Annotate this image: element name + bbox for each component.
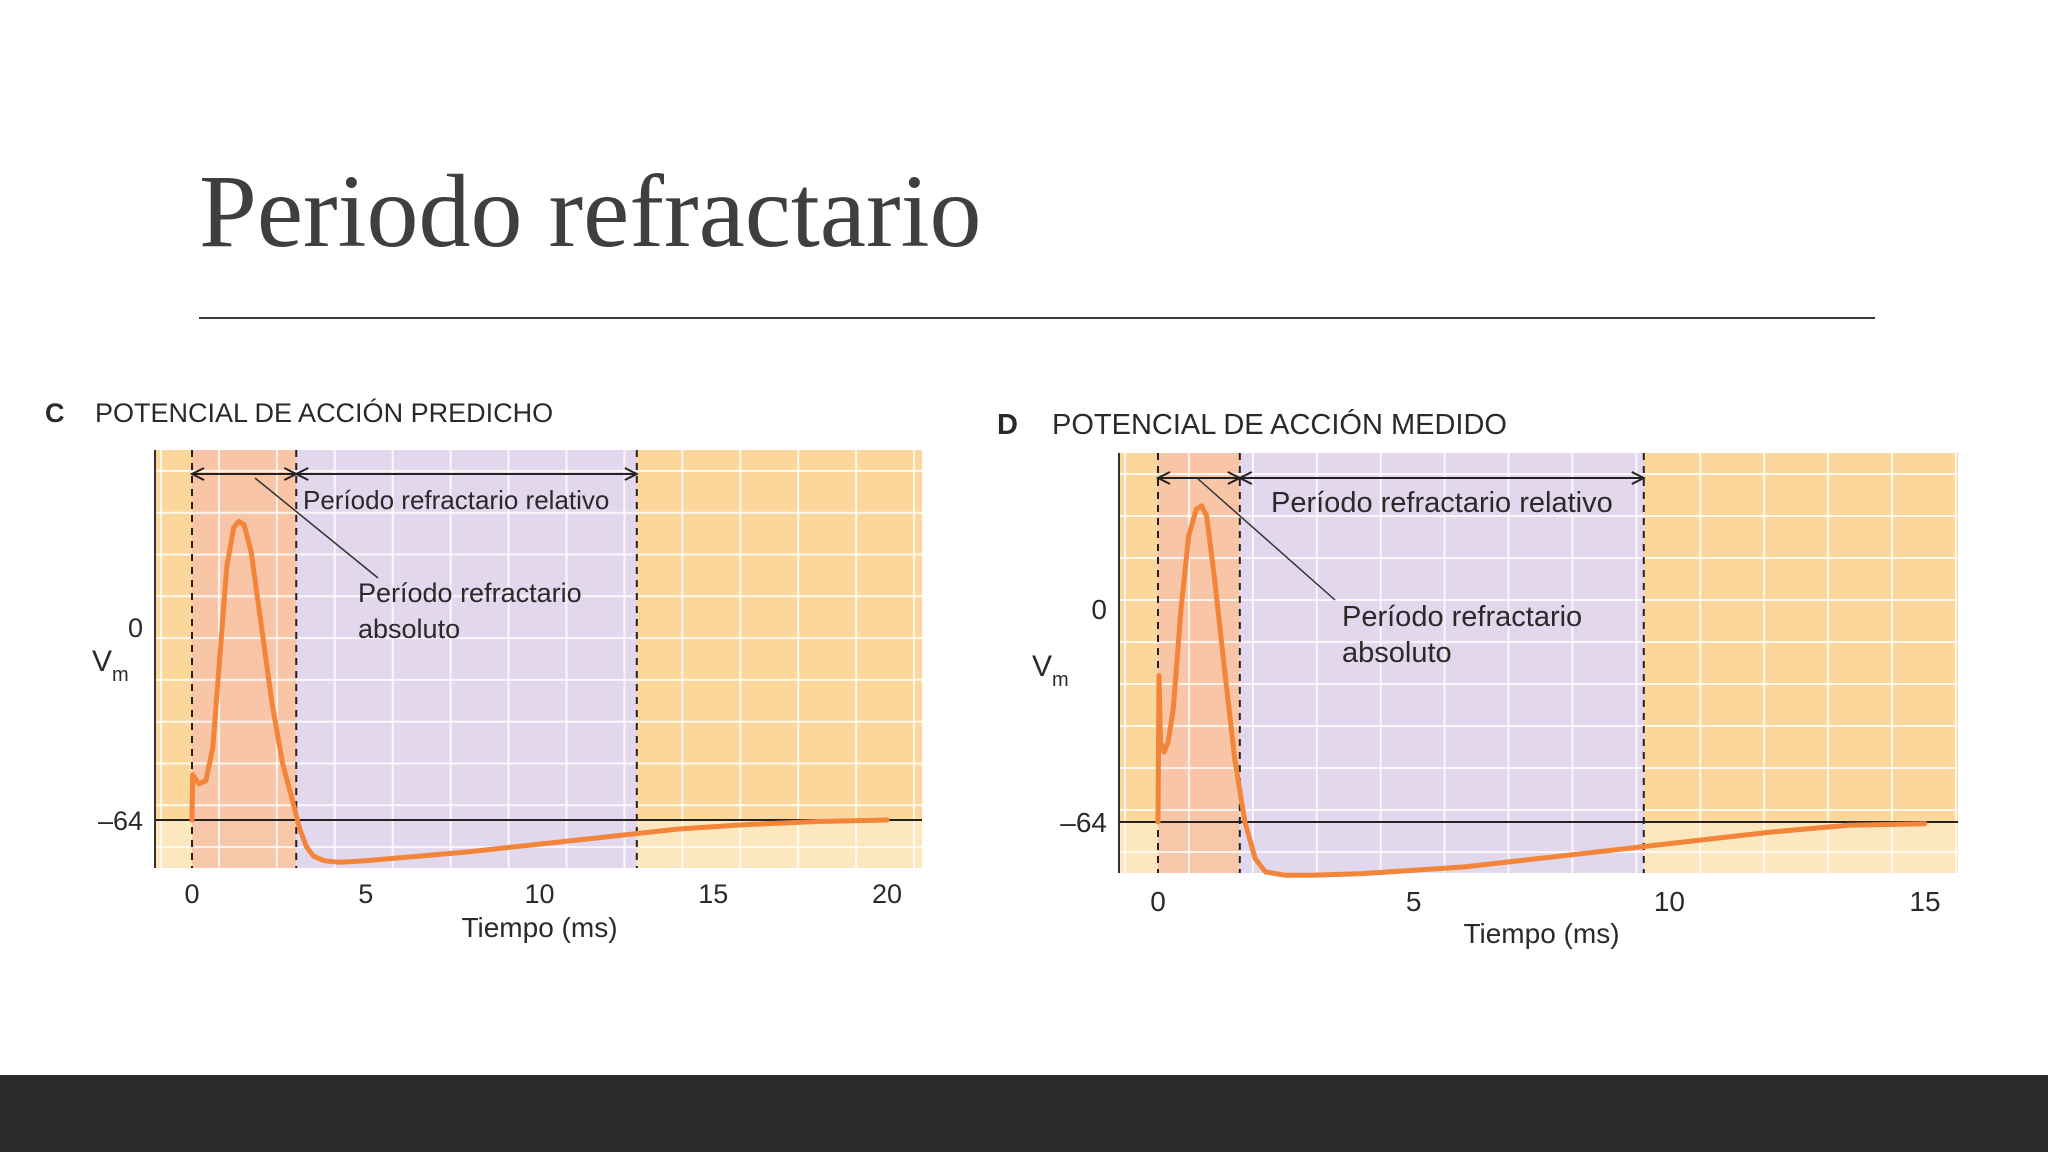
x-axis-label: Tiempo (ms) <box>461 912 617 943</box>
y-axis-label-subscript: m <box>1052 669 1069 691</box>
footer-bar <box>0 1075 2048 1152</box>
absolute-period-label: Período refractario <box>358 578 582 608</box>
absolute-refractory-region <box>1158 453 1240 873</box>
grid <box>1119 453 1958 873</box>
action-potential-trace <box>1155 503 1928 878</box>
plot-background <box>155 450 922 868</box>
region-arrows <box>189 467 640 481</box>
plot-lower-band <box>155 820 922 868</box>
absolute-period-label-line2: absoluto <box>1342 637 1452 669</box>
y-axis-label: V <box>92 645 112 678</box>
chart-c: C POTENCIAL DE ACCIÓN PREDICHO Período ref… <box>45 397 922 943</box>
x-tick-label: 15 <box>1909 886 1940 917</box>
y-axis-label: V <box>1032 650 1052 683</box>
x-tick-label: 15 <box>698 879 728 909</box>
absolute-label-pointer <box>1196 477 1336 601</box>
title-divider <box>199 317 1875 319</box>
relative-period-label: Período refractario relativo <box>1271 487 1613 519</box>
relative-refractory-region <box>296 450 637 868</box>
absolute-label-pointer <box>254 477 379 579</box>
y-tick-label: 0 <box>1091 594 1107 625</box>
absolute-refractory-region <box>192 450 297 868</box>
slide-title: Periodo refractario <box>199 154 982 269</box>
absolute-period-label-line2: absoluto <box>358 614 460 644</box>
grid <box>155 450 922 868</box>
chart-d: D POTENCIAL DE ACCIÓN MEDIDO Período refra… <box>997 408 1958 949</box>
plot-lower-band <box>1119 822 1958 873</box>
relative-refractory-region <box>1239 453 1644 873</box>
x-tick-label: 0 <box>1150 886 1166 917</box>
y-tick-label: 0 <box>128 613 143 643</box>
absolute-period-arrow-head-left <box>189 467 205 481</box>
x-tick-label: 10 <box>1654 886 1685 917</box>
relative-period-arrow-head-left <box>294 467 309 481</box>
absolute-period-label: Período refractario <box>1342 601 1582 633</box>
absolute-period-arrow-head-right <box>1227 471 1243 485</box>
chart-title: POTENCIAL DE ACCIÓN PREDICHO <box>95 397 553 428</box>
x-tick-label: 10 <box>524 879 554 909</box>
plot-background <box>1119 453 1958 873</box>
panel-letter: C <box>45 398 65 428</box>
x-tick-label: 20 <box>872 879 902 909</box>
region-arrows <box>1155 471 1647 485</box>
y-axis-label-subscript: m <box>112 664 129 686</box>
y-tick-label: –64 <box>98 806 143 836</box>
x-tick-label: 5 <box>1406 886 1422 917</box>
x-axis-label: Tiempo (ms) <box>1463 918 1619 949</box>
relative-period-label: Período refractario relativo <box>303 485 609 515</box>
chart-title: POTENCIAL DE ACCIÓN MEDIDO <box>1052 408 1507 441</box>
relative-period-arrow-head-right <box>624 467 640 481</box>
relative-period-arrow-head-left <box>1237 471 1253 485</box>
x-tick-label: 0 <box>184 879 199 909</box>
relative-period-arrow-head-right <box>1631 471 1647 485</box>
absolute-period-arrow-head-right <box>283 467 299 481</box>
x-tick-label: 5 <box>358 879 373 909</box>
panel-letter: D <box>997 409 1018 441</box>
absolute-period-arrow-head-left <box>1155 471 1171 485</box>
y-tick-label: –64 <box>1060 807 1107 838</box>
action-potential-trace <box>189 519 890 865</box>
